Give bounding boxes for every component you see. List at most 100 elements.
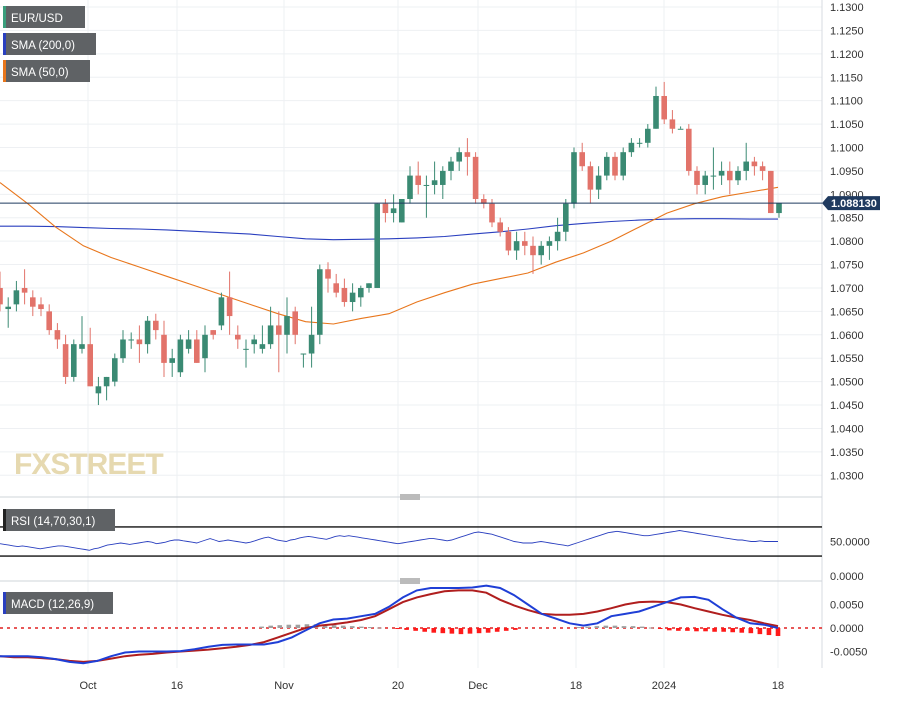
legend-macd-label: MACD (12,26,9) [11, 599, 94, 611]
candle-body [382, 203, 389, 214]
price-tick-label: 1.1150 [830, 72, 863, 84]
macd-histogram-bar [295, 624, 301, 628]
macd-histogram-bar [340, 625, 346, 628]
candle-body [768, 170, 774, 214]
time-tick-label: Dec [468, 680, 488, 692]
legend-macd-accent [3, 592, 6, 614]
candle-body [300, 353, 307, 355]
grid [0, 0, 823, 668]
legend-sma200[interactable]: SMA (200,0) [3, 33, 96, 55]
macd-histogram-bar [331, 625, 337, 628]
candle-body [538, 245, 544, 256]
macd-histogram-bar [694, 628, 699, 632]
candle-body [103, 376, 110, 387]
candlesticks [0, 81, 782, 406]
candle-body [595, 175, 602, 190]
legend-macd[interactable]: MACD (12,26,9) [3, 592, 113, 614]
legend-sma50[interactable]: SMA (50,0) [3, 60, 90, 82]
rsi-pane: 50.0000 0.0000 [0, 526, 870, 583]
price-tick-label: 1.1250 [830, 25, 864, 37]
candle-body [776, 203, 782, 214]
last-price-line: 1.088130 [0, 196, 880, 211]
time-tick-label: 2024 [652, 680, 676, 692]
macd-histogram-bar [322, 624, 328, 628]
candle-body [522, 241, 528, 246]
legend-sma200-box [3, 33, 96, 55]
price-tick-label: 1.1100 [830, 96, 863, 108]
candle-body [374, 203, 380, 288]
macd-histogram-bar [286, 624, 292, 628]
candle-body [571, 152, 577, 204]
price-tick-label: 1.1300 [830, 2, 864, 14]
price-tick-label: 1.0750 [830, 260, 864, 272]
macd-histogram-bar [422, 628, 428, 632]
macd-histogram-bar [757, 628, 763, 635]
candle-body [226, 297, 233, 317]
candle-body [54, 330, 61, 340]
macd-histogram-bar [739, 628, 745, 633]
candle-body [718, 170, 725, 176]
legend-symbol-box [3, 6, 85, 28]
macd-histogram-bar [585, 626, 591, 628]
macd-pane: 0.0050 0.0000 -0.0050 [0, 584, 867, 665]
candle-body [210, 330, 216, 335]
candle-body [292, 311, 298, 335]
candle-body [677, 128, 684, 130]
candle-body [440, 170, 446, 185]
price-tick-label: 1.0700 [830, 283, 864, 295]
candle-body [513, 241, 520, 251]
legend-symbol[interactable]: EUR/USD [3, 6, 85, 28]
macd-histogram-bar [440, 628, 446, 634]
macd-signal-line [0, 589, 779, 663]
last-price-tag [822, 196, 880, 211]
candle-body [661, 95, 667, 120]
candle-body [120, 339, 126, 359]
macd-histogram-bar [775, 628, 781, 636]
candle-body [349, 292, 356, 303]
candle-body [366, 283, 372, 288]
candle-body [169, 358, 175, 363]
candle-body [243, 348, 249, 350]
price-tick-label: 1.0500 [830, 377, 864, 389]
macd-histogram-bar [630, 626, 636, 628]
candle-body [358, 287, 364, 298]
candle-body [317, 269, 323, 335]
candle-body [645, 128, 651, 143]
sma-lines [0, 182, 779, 325]
macd-histogram-bar [404, 628, 409, 630]
legend-rsi-box [3, 509, 115, 531]
time-tick-label: 18 [570, 680, 582, 692]
legend-rsi[interactable]: RSI (14,70,30,1) [3, 509, 115, 531]
macd-histogram-bar [494, 628, 500, 632]
candle-body [341, 287, 348, 303]
candle-body [308, 334, 315, 354]
candle-body [669, 119, 676, 129]
candle-body [604, 156, 610, 176]
candle-body [259, 344, 266, 349]
candle-body [735, 170, 741, 181]
legend-sma200-accent [3, 33, 6, 55]
candle-body [727, 170, 733, 181]
macd-tick-label: 0.0050 [830, 599, 864, 611]
candle-body [333, 283, 339, 293]
legend-macd-box [3, 592, 113, 614]
candle-body [505, 231, 512, 251]
macd-line [0, 584, 779, 665]
legend: EUR/USD SMA (200,0) SMA (50,0) RSI (14,7… [3, 6, 115, 614]
macd-histogram-bar [485, 628, 491, 633]
macd-histogram-bar [503, 628, 509, 631]
macd-histogram-bar [748, 628, 754, 634]
price-tick-label: 1.1000 [830, 142, 864, 154]
price-tick-label: 1.0800 [830, 236, 864, 248]
macd-histogram-bar [576, 627, 582, 629]
watermark: FXSTREET [14, 448, 164, 481]
candle-body [489, 203, 495, 223]
pane-separators [0, 494, 822, 584]
candle-body [128, 339, 134, 341]
price-tick-label: 1.0600 [830, 330, 864, 342]
candle-body [267, 325, 274, 345]
price-tick-label: 1.1050 [830, 119, 864, 131]
macd-histogram-bar [259, 626, 264, 628]
time-tick-label: Nov [274, 680, 294, 692]
